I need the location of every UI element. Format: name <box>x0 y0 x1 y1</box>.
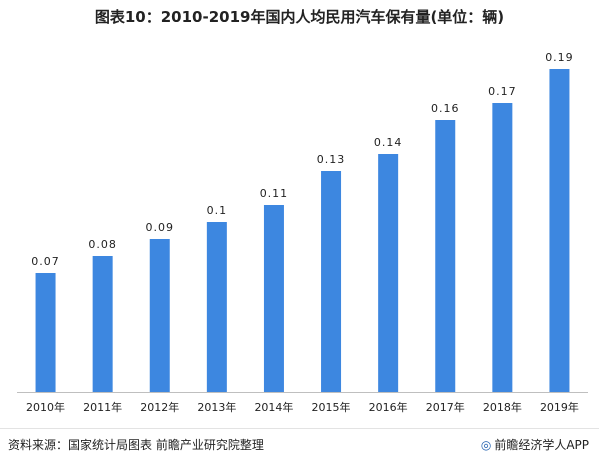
x-tick-label-2016年: 2016年 <box>369 400 408 414</box>
bar-2010年 <box>35 273 56 392</box>
source-note: 资料来源：国家统计局图表 前瞻产业研究院整理 <box>8 438 264 452</box>
value-label-2018年: 0.17 <box>488 85 517 98</box>
value-labels-layer: 0.07 0.08 0.09 0.1 0.11 0.13 0.14 0.16 0.17 0.19 <box>31 51 574 268</box>
bar-2013年 <box>206 222 227 392</box>
bar-2012年 <box>149 239 170 392</box>
x-tick-label-2017年: 2017年 <box>426 400 465 414</box>
value-label-2012年: 0.09 <box>146 221 175 234</box>
value-label-2019年: 0.19 <box>545 51 574 64</box>
x-tick-label-2019年: 2019年 <box>540 400 579 414</box>
value-label-2013年: 0.1 <box>207 204 228 217</box>
bar-2015年 <box>321 171 342 392</box>
bar-2011年 <box>92 256 113 392</box>
bar-2019年 <box>549 69 570 392</box>
x-tick-label-2013年: 2013年 <box>197 400 236 414</box>
x-tick-label-2010年: 2010年 <box>26 400 65 414</box>
value-label-2016年: 0.14 <box>374 136 403 149</box>
bar-2016年 <box>378 154 399 392</box>
x-tick-label-2014年: 2014年 <box>254 400 293 414</box>
footer-divider <box>0 428 599 429</box>
value-label-2011年: 0.08 <box>88 238 117 251</box>
brand-text: 前瞻经济学人APP <box>494 438 589 452</box>
chart-title: 图表10：2010-2019年国内人均民用汽车保有量(单位：辆) <box>94 8 505 26</box>
x-tick-label-2012年: 2012年 <box>140 400 179 414</box>
value-label-2010年: 0.07 <box>31 255 60 268</box>
bars-layer <box>35 69 570 392</box>
x-tick-labels-layer: 2010年 2011年 2012年 2013年 2014年 2015年 2016年 2017年… <box>26 400 579 414</box>
value-label-2015年: 0.13 <box>317 153 346 166</box>
bar-2014年 <box>263 205 284 392</box>
bar-2017年 <box>435 120 456 392</box>
x-tick-label-2011年: 2011年 <box>83 400 122 414</box>
value-label-2014年: 0.11 <box>260 187 289 200</box>
x-tick-label-2018年: 2018年 <box>483 400 522 414</box>
bar-2018年 <box>492 103 513 392</box>
value-label-2017年: 0.16 <box>431 102 460 115</box>
brand-credit: ◎ 前瞻经济学人APP <box>481 436 589 453</box>
x-tick-label-2015年: 2015年 <box>312 400 351 414</box>
qianzhan-logo-icon: ◎ <box>480 438 492 452</box>
